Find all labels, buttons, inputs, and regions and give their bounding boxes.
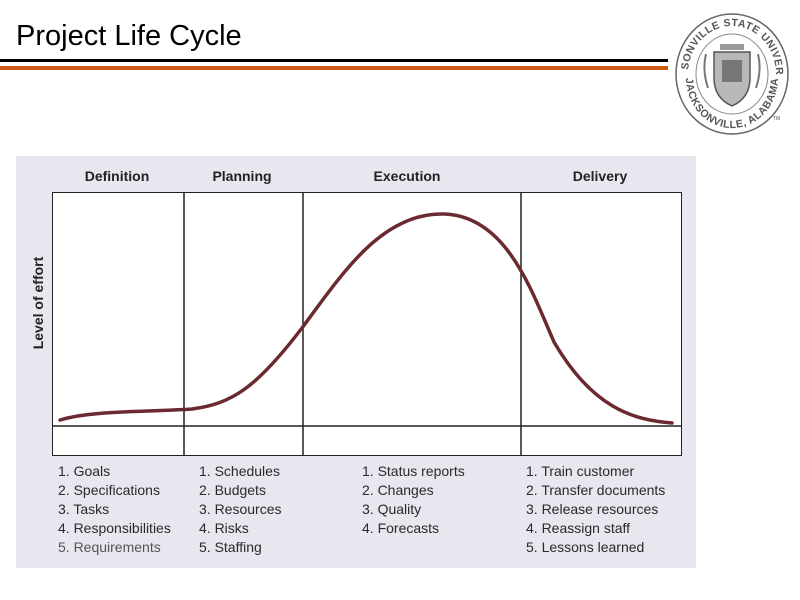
definition-task-list: 1. Goals 2. Specifications 3. Tasks 4. R…: [58, 462, 171, 557]
seal-tm: TM: [773, 116, 780, 122]
title-rule-orange: [0, 66, 668, 70]
list-item: 5. Requirements: [58, 539, 161, 555]
list-item: 3. Resources: [199, 501, 282, 517]
phase-header-planning: Planning: [212, 168, 272, 184]
university-seal-icon: JACKSONVILLE STATE UNIVERSITY JACKSONVIL…: [674, 8, 789, 135]
list-item: 1. Train customer: [526, 463, 635, 479]
list-item: 3. Release resources: [526, 501, 659, 517]
list-item: 3. Quality: [362, 501, 422, 517]
delivery-task-list: 1. Train customer 2. Transfer documents …: [526, 462, 665, 557]
list-item: 4. Forecasts: [362, 520, 440, 536]
list-item: 4. Risks: [199, 520, 249, 536]
phase-header-delivery: Delivery: [572, 168, 628, 184]
list-item: 2. Changes: [362, 482, 434, 498]
list-item: 3. Tasks: [58, 501, 110, 517]
execution-task-list: 1. Status reports 2. Changes 3. Quality …: [362, 462, 465, 538]
list-item: 1. Goals: [58, 463, 111, 479]
slide-title: Project Life Cycle: [16, 20, 242, 52]
list-item: 2. Specifications: [58, 482, 160, 498]
list-item: 1. Status reports: [362, 463, 465, 479]
phase-header-definition: Definition: [84, 168, 150, 184]
list-item: 1. Schedules: [199, 463, 280, 479]
list-item: 4. Reassign staff: [526, 520, 631, 536]
list-item: 2. Transfer documents: [526, 482, 666, 498]
list-item: 2. Budgets: [199, 482, 266, 498]
effort-plot: [52, 192, 682, 456]
planning-task-list: 1. Schedules 2. Budgets 3. Resources 4. …: [199, 462, 281, 557]
list-item: 5. Staffing: [199, 539, 262, 555]
title-rule-black: [0, 59, 668, 62]
list-item: 5. Lessons learned: [526, 539, 645, 555]
list-item: 4. Responsibilities: [58, 520, 171, 536]
phase-header-execution: Execution: [373, 168, 441, 184]
y-axis-label: Level of effort: [30, 256, 46, 350]
effort-curve: [58, 212, 674, 425]
